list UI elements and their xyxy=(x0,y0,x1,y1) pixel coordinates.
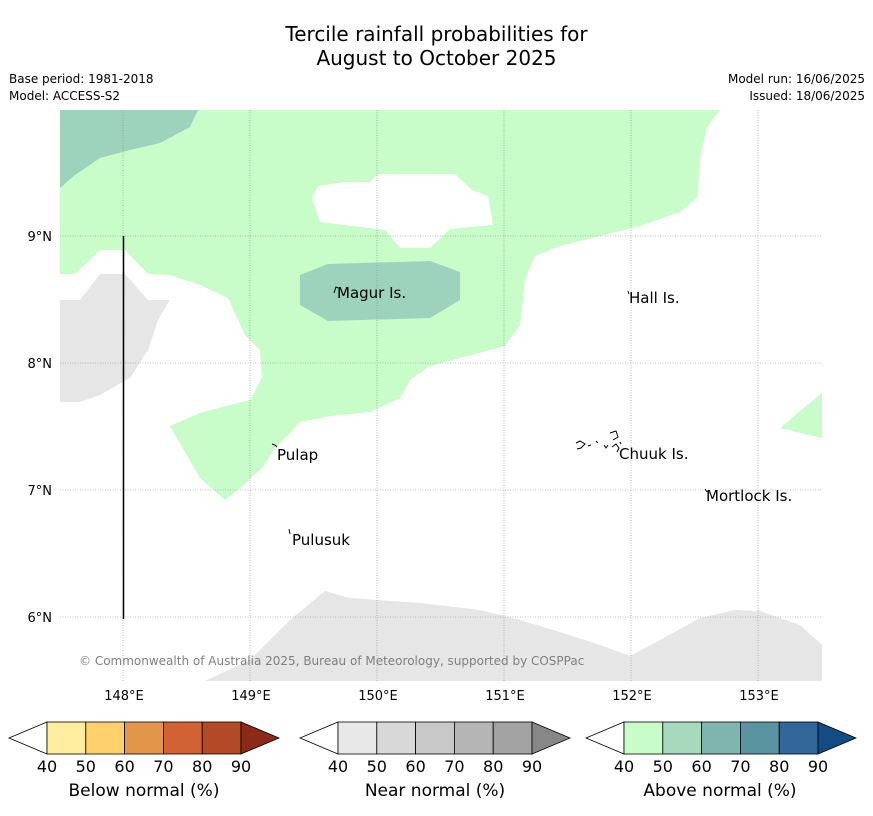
lon-label-150e: 150°E xyxy=(358,689,398,704)
latitude-labels: 9°N 8°N 7°N 6°N xyxy=(28,230,53,626)
above-colorbar-segment xyxy=(623,721,664,755)
below-normal-label: Below normal (%) xyxy=(68,781,220,801)
label-mortlock: Mortlock Is. xyxy=(706,487,792,505)
near-colorbar-tick-label: 80 xyxy=(483,757,503,776)
meta-left: Base period: 1981-2018 Model: ACCESS-S2 xyxy=(9,71,154,105)
below-colorbar-over-extension xyxy=(240,721,281,755)
below-colorbar-segment xyxy=(85,721,126,755)
label-hall: Hall Is. xyxy=(629,289,680,307)
lat-label-9n: 9°N xyxy=(28,230,53,245)
hall-island-shape xyxy=(627,290,630,295)
below-colorbar-tick-label: 50 xyxy=(76,757,96,776)
chuuk-island-shapes xyxy=(575,430,622,453)
place-labels: Magur Is. Hall Is. Pulap Chuuk Is. Mortl… xyxy=(277,284,792,549)
above-normal-colorbar: 40 50 60 70 80 90 xyxy=(584,721,858,776)
near-normal-label: Near normal (%) xyxy=(364,781,506,801)
near-colorbar-tick-label: 90 xyxy=(522,757,542,776)
above-colorbar-under-extension xyxy=(584,721,625,755)
above-normal-label: Above normal (%) xyxy=(643,781,797,801)
above-normal-region-50-magur xyxy=(300,261,460,321)
title-line-2: August to October 2025 xyxy=(316,46,557,70)
above-colorbar-tick-label: 70 xyxy=(730,757,750,776)
map-title: Tercile rainfall probabilities for Augus… xyxy=(0,22,873,70)
near-colorbar-over-extension xyxy=(531,721,572,755)
below-colorbar-segment xyxy=(162,721,203,755)
lat-label-7n: 7°N xyxy=(28,484,53,499)
label-pulusuk: Pulusuk xyxy=(292,531,350,549)
near-colorbar-tick-label: 40 xyxy=(328,757,348,776)
mortlock-island-shape xyxy=(704,488,708,493)
near-colorbar-tick-label: 50 xyxy=(367,757,387,776)
near-normal-region-west xyxy=(60,274,170,402)
label-magur: Magur Is. xyxy=(337,284,406,302)
lon-label-151e: 151°E xyxy=(485,689,525,704)
near-normal-colorbar: 40 50 60 70 80 90 xyxy=(298,721,572,776)
longitude-labels: 148°E 149°E 150°E 151°E 152°E 153°E xyxy=(104,689,779,704)
above-colorbar-tick-label: 50 xyxy=(653,757,673,776)
above-colorbar-segment xyxy=(701,721,741,755)
near-colorbar-segment xyxy=(492,721,533,755)
near-colorbar-segment xyxy=(415,721,455,755)
above-normal-region-east xyxy=(780,393,822,438)
above-colorbar-tick-label: 40 xyxy=(614,757,634,776)
probability-regions xyxy=(60,110,822,681)
above-colorbar-tick-label: 80 xyxy=(769,757,789,776)
below-colorbar-tick-label: 40 xyxy=(37,757,57,776)
below-colorbar-tick-label: 60 xyxy=(114,757,134,776)
label-chuuk: Chuuk Is. xyxy=(619,445,688,463)
island-outlines xyxy=(271,286,708,535)
above-colorbar-segment xyxy=(662,721,702,755)
title-line-1: Tercile rainfall probabilities for xyxy=(285,22,588,46)
below-normal-colorbar: 40 50 60 70 80 90 xyxy=(7,721,281,776)
lat-label-6n: 6°N xyxy=(28,611,53,626)
near-colorbar-segment xyxy=(337,721,378,755)
copyright-notice: © Commonwealth of Australia 2025, Bureau… xyxy=(79,654,584,668)
above-colorbar-tick-label: 90 xyxy=(808,757,828,776)
label-pulap: Pulap xyxy=(277,446,318,464)
near-normal-region-south xyxy=(205,591,822,681)
above-colorbar-tick-label: 60 xyxy=(691,757,711,776)
meta-right: Model run: 16/06/2025 Issued: 18/06/2025 xyxy=(728,71,865,105)
near-colorbar-tick-label: 70 xyxy=(444,757,464,776)
graticule xyxy=(60,110,822,681)
near-colorbar-tick-label: 60 xyxy=(405,757,425,776)
model-run: Model run: 16/06/2025 xyxy=(727,72,865,86)
pulusuk-island-shape xyxy=(288,528,291,535)
above-colorbar-over-extension xyxy=(817,721,858,755)
above-normal-region-50-northwest xyxy=(60,110,198,188)
lon-label-152e: 152°E xyxy=(612,689,652,704)
below-colorbar-tick-label: 80 xyxy=(192,757,212,776)
below-colorbar-segment xyxy=(201,721,242,755)
below-colorbar-tick-label: 90 xyxy=(231,757,251,776)
model-name: Model: ACCESS-S2 xyxy=(9,89,121,103)
below-colorbar-under-extension xyxy=(7,721,48,755)
colorbars: 40 50 60 70 80 90 40 50 60 70 80 90 40 50 60 70 80 90 xyxy=(7,721,858,776)
above-colorbar-segment xyxy=(778,721,819,755)
below-colorbar-tick-label: 70 xyxy=(153,757,173,776)
above-colorbar-segment xyxy=(740,721,780,755)
below-colorbar-segment xyxy=(124,721,164,755)
lat-label-8n: 8°N xyxy=(28,357,53,372)
issued-date: Issued: 18/06/2025 xyxy=(749,89,865,103)
base-period: Base period: 1981-2018 xyxy=(9,72,154,86)
lon-label-153e: 153°E xyxy=(739,689,779,704)
near-colorbar-segment xyxy=(453,721,494,755)
near-colorbar-under-extension xyxy=(298,721,339,755)
pulap-island-shape xyxy=(271,443,278,448)
lon-label-149e: 149°E xyxy=(231,689,271,704)
lon-label-148e: 148°E xyxy=(104,689,144,704)
near-colorbar-segment xyxy=(376,721,416,755)
magur-island-shape xyxy=(333,286,339,294)
below-colorbar-segment xyxy=(46,721,87,755)
